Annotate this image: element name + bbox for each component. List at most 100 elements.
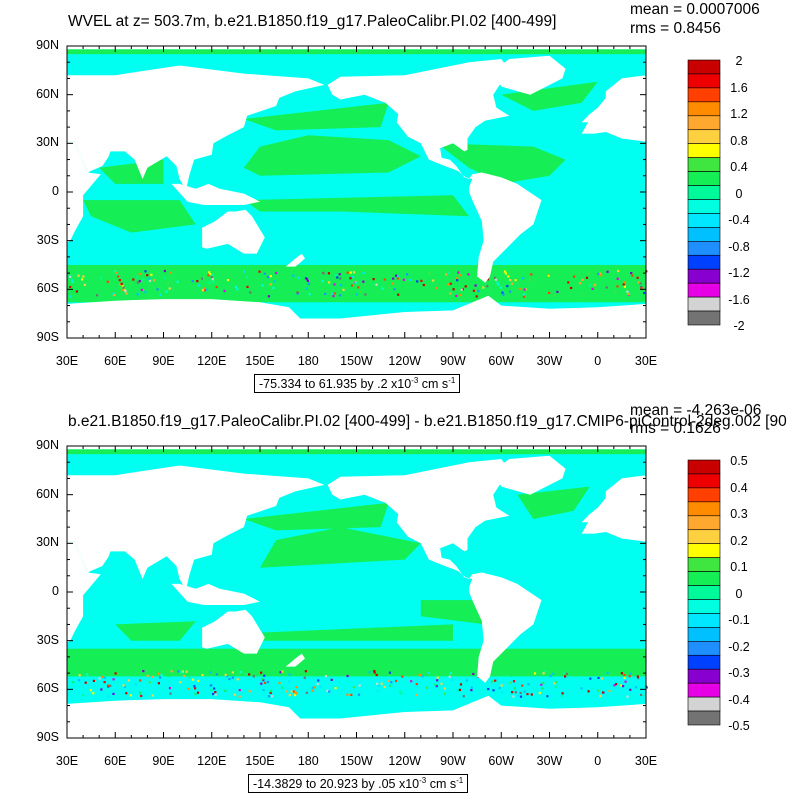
- colorbar-swatch: [687, 585, 721, 600]
- speckle-cell: [351, 284, 354, 287]
- lat-label: 90N: [36, 38, 59, 52]
- speckle-cell: [163, 269, 166, 273]
- speckle-cell: [238, 689, 241, 692]
- indonesia-land: [171, 583, 260, 605]
- speckle-cell: [185, 670, 188, 673]
- speckle-cell: [295, 686, 298, 689]
- colorbar-swatch: [687, 129, 721, 144]
- colorbar-swatch: [687, 241, 721, 256]
- speckle-cell: [249, 291, 252, 294]
- speckle-cell: [402, 286, 405, 289]
- speckle-cell: [373, 669, 376, 673]
- lat-label: 90S: [36, 330, 59, 344]
- speckle-cell: [136, 276, 139, 279]
- speckle-cell: [401, 675, 404, 678]
- speckle-cell: [636, 673, 639, 676]
- colorbar-label: 0.1: [730, 560, 748, 574]
- colorbar-swatch: [687, 73, 721, 89]
- speckle-cell: [554, 685, 557, 688]
- speckle-cell: [629, 672, 632, 675]
- colorbar-swatch: [687, 710, 721, 726]
- speckle-cell: [605, 286, 608, 289]
- speckle-cell: [168, 287, 171, 290]
- colorbar-swatch: [687, 613, 721, 628]
- colorbar-label: 1.2: [730, 107, 748, 121]
- speckle-cell: [402, 278, 405, 281]
- speckle-cell: [410, 680, 413, 683]
- speckle-cell: [208, 281, 211, 284]
- speckle-cell: [351, 275, 355, 278]
- speckle-cell: [69, 295, 72, 298]
- speckle-cell: [600, 677, 603, 680]
- speckle-cell: [514, 691, 517, 694]
- speckle-cell: [288, 680, 291, 683]
- speckle-cell: [445, 273, 448, 276]
- lon-label: 60E: [104, 354, 127, 368]
- speckle-cell: [210, 688, 213, 692]
- speckle-cell: [267, 695, 271, 698]
- speckle-cell: [326, 689, 329, 692]
- speckle-cell: [188, 676, 191, 679]
- upwelling-region: [243, 502, 389, 531]
- speckle-cell: [350, 693, 353, 696]
- speckle-cell: [390, 681, 393, 684]
- speckle-cell: [191, 678, 195, 681]
- speckle-cell: [630, 272, 633, 275]
- speckle-cell: [636, 276, 639, 279]
- speckle-cell: [116, 275, 120, 278]
- speckle-cell: [106, 280, 109, 283]
- speckle-cell: [305, 287, 308, 290]
- speckle-cell: [306, 279, 309, 282]
- speckle-cell: [620, 684, 623, 687]
- speckle-cell: [482, 286, 485, 289]
- speckle-cell: [620, 278, 623, 281]
- speckle-cell: [333, 283, 336, 286]
- speckle-cell: [231, 676, 234, 679]
- speckle-cell: [629, 688, 632, 691]
- speckle-cell: [119, 283, 122, 286]
- speckle-cell: [157, 682, 160, 685]
- speckle-cell: [346, 693, 349, 696]
- speckle-cell: [395, 679, 398, 683]
- speckle-cell: [136, 293, 139, 296]
- mean-stat: mean = -4.263e-06: [630, 402, 762, 419]
- speckle-cell: [338, 273, 341, 276]
- speckle-cell: [509, 674, 512, 677]
- speckle-cell: [522, 295, 526, 298]
- speckle-cell: [248, 673, 251, 676]
- speckle-cell: [592, 686, 595, 689]
- speckle-cell: [352, 686, 355, 689]
- speckle-cell: [146, 674, 149, 677]
- speckle-cell: [103, 681, 106, 684]
- speckle-cell: [615, 683, 618, 686]
- colorbar-label: 0.5: [730, 454, 748, 468]
- speckle-cell: [96, 294, 99, 297]
- speckle-cell: [455, 294, 458, 297]
- speckle-cell: [207, 274, 210, 277]
- speckle-cell: [328, 281, 331, 284]
- speckle-cell: [148, 277, 151, 280]
- colorbar-swatch: [687, 185, 721, 200]
- speckle-cell: [519, 691, 522, 695]
- speckle-cell: [339, 277, 342, 280]
- speckle-cell: [114, 672, 117, 675]
- speckle-cell: [179, 681, 182, 684]
- speckle-cell: [493, 276, 497, 279]
- speckle-cell: [294, 694, 297, 697]
- speckle-cell: [458, 294, 462, 297]
- speckle-cell: [212, 692, 215, 696]
- speckle-cell: [578, 282, 582, 285]
- speckle-cell: [415, 693, 418, 697]
- speckle-cell: [503, 270, 507, 273]
- colorbar-label: -0.1: [728, 613, 750, 627]
- speckle-cell: [616, 285, 619, 288]
- speckle-cell: [188, 689, 191, 692]
- speckle-cell: [234, 285, 237, 289]
- speckle-cell: [497, 283, 500, 286]
- speckle-cell: [470, 689, 473, 692]
- speckle-cell: [148, 279, 152, 282]
- speckle-cell: [501, 291, 504, 294]
- speckle-cell: [383, 685, 386, 689]
- speckle-cell: [475, 295, 478, 298]
- speckle-cell: [228, 678, 231, 681]
